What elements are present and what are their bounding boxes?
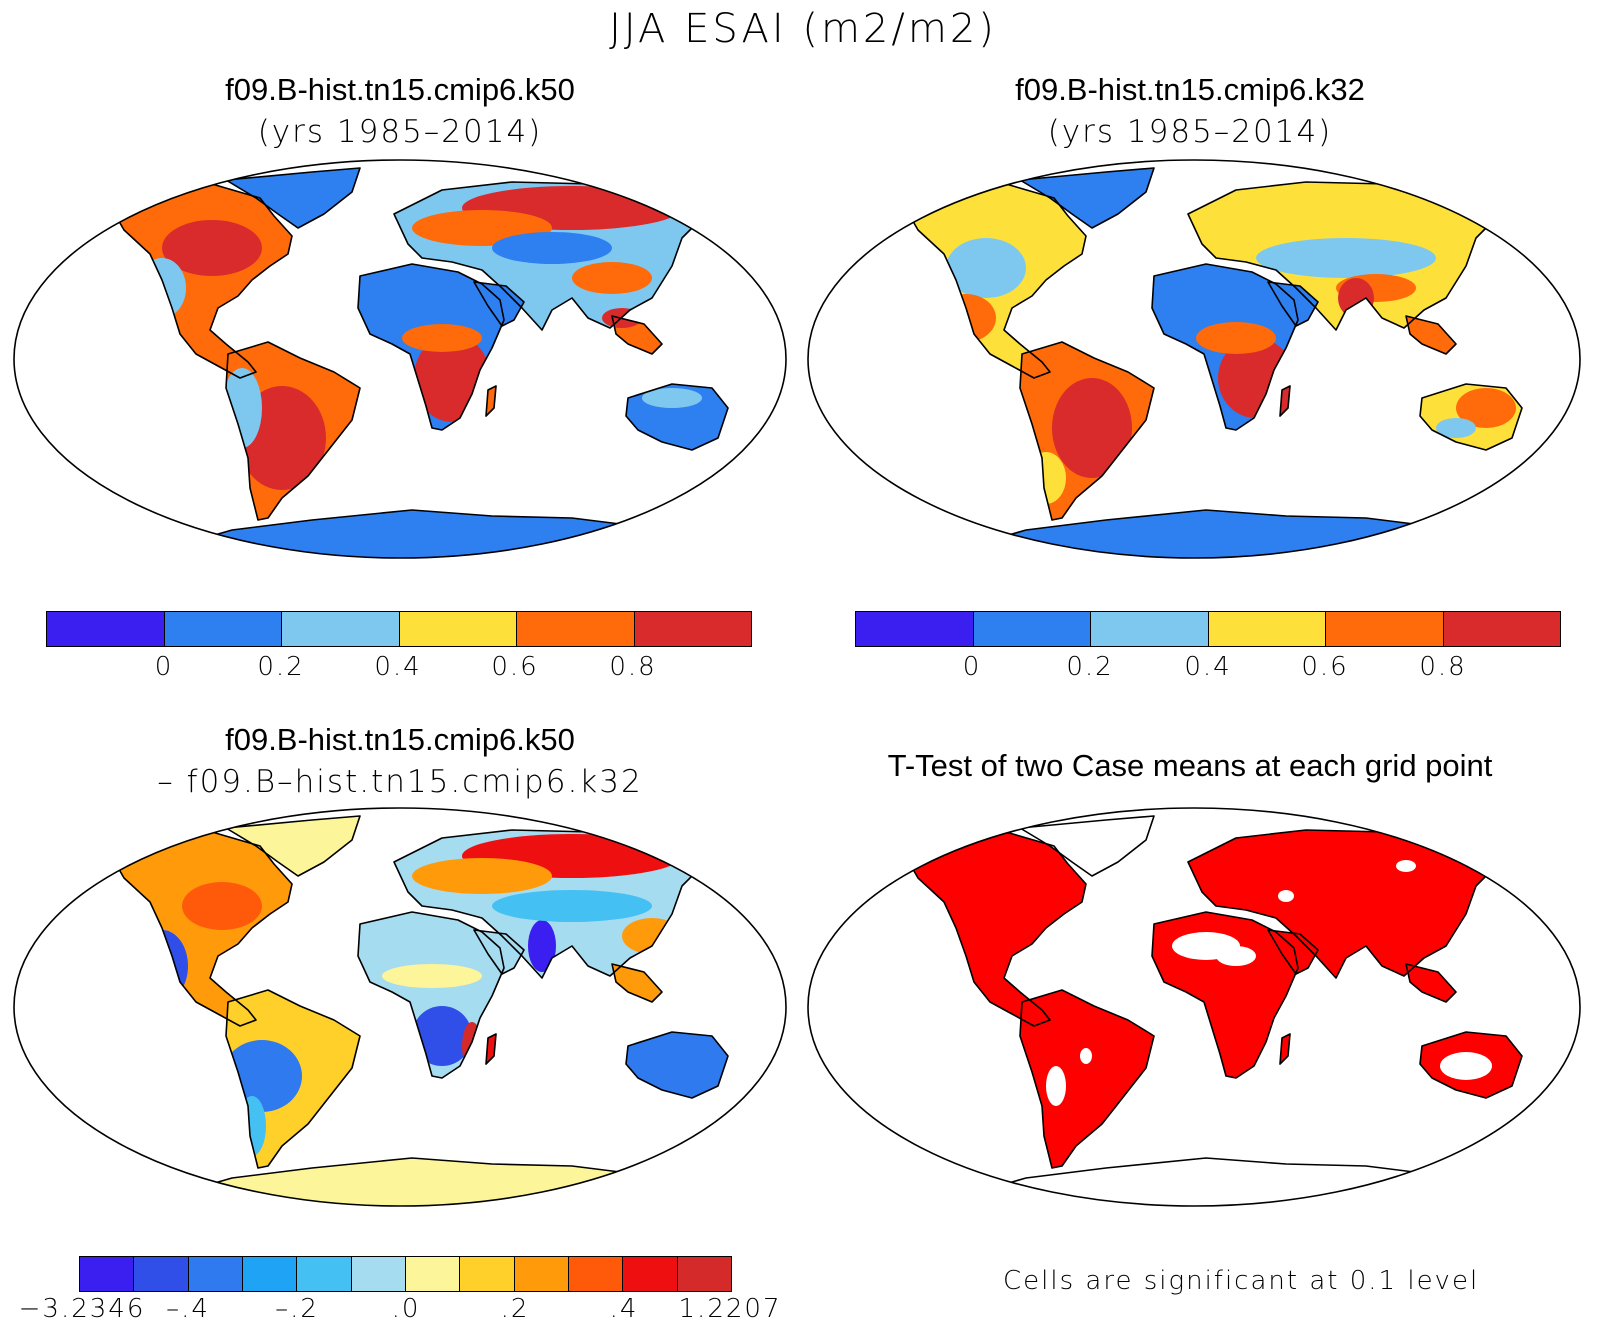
land-seAsia xyxy=(612,964,662,1002)
map-frame xyxy=(807,807,1581,1207)
land-antarctica xyxy=(142,510,702,558)
map-panel-2 xyxy=(807,159,1581,559)
colorbar-segment xyxy=(856,612,974,646)
colorbar-segment xyxy=(1443,612,1560,646)
panel-1-subtitle: (yrs 1985–2014) xyxy=(257,114,543,150)
land-antarctica xyxy=(936,510,1496,558)
map-frame xyxy=(13,807,787,1207)
land-australia xyxy=(626,1032,728,1098)
figure-title: JJA ESAI (m2/m2) xyxy=(609,6,997,52)
colorbar-segment xyxy=(399,612,517,646)
colorbar-segment xyxy=(1091,612,1209,646)
land-greenland xyxy=(226,168,360,228)
colorbar-3-tick: −3.2346 xyxy=(18,1294,146,1324)
panel-3-subtitle: – f09.B–hist.tn15.cmip6.k32 xyxy=(157,764,643,800)
colorbar-panel-1 xyxy=(46,611,752,647)
colorbar-segment xyxy=(282,612,400,646)
colorbar-1-tick: 0 xyxy=(154,652,174,682)
colorbar-3-tick: –.2 xyxy=(275,1294,319,1324)
land-northAmerica xyxy=(902,832,1086,1026)
panel-2-subtitle: (yrs 1985–2014) xyxy=(1047,114,1333,150)
land-arabia xyxy=(1268,282,1318,326)
land-northAmerica xyxy=(108,832,292,1026)
land-seAsia xyxy=(1406,964,1456,1002)
colorbar-segment xyxy=(677,1257,731,1291)
significance-note: Cells are significant at 0.1 level xyxy=(1003,1266,1480,1296)
map-panel-4 xyxy=(807,807,1581,1207)
colorbar-segment xyxy=(634,612,751,646)
colorbar-segment xyxy=(164,612,282,646)
colorbar-3-tick: .0 xyxy=(391,1294,421,1324)
land-arabia xyxy=(474,282,524,326)
colorbar-1-tick: 0.2 xyxy=(257,652,305,682)
map-frame xyxy=(807,159,1581,559)
colorbar-segment xyxy=(568,1257,624,1291)
colorbar-segment xyxy=(405,1257,461,1291)
panel-3-title: f09.B-hist.tn15.cmip6.k50 xyxy=(225,722,575,757)
colorbar-segment xyxy=(1326,612,1444,646)
panel-4-title: T-Test of two Case means at each grid po… xyxy=(887,748,1493,783)
colorbar-segment xyxy=(297,1257,352,1291)
colorbar-2-tick: 0.4 xyxy=(1184,652,1232,682)
colorbar-2-tick: 0 xyxy=(962,652,982,682)
land-southAmerica xyxy=(1020,990,1154,1168)
colorbar-1-tick: 0.6 xyxy=(491,652,539,682)
colorbar-segment xyxy=(47,612,165,646)
colorbar-2-tick: 0.6 xyxy=(1301,652,1349,682)
colorbar-3-tick: 1.2207 xyxy=(678,1294,782,1324)
colorbar-segment xyxy=(242,1257,298,1291)
colorbar-segment xyxy=(80,1257,135,1291)
land-greenland xyxy=(1020,816,1154,876)
colorbar-segment xyxy=(1208,612,1326,646)
colorbar-2-tick: 0.8 xyxy=(1419,652,1467,682)
land-greenland xyxy=(226,816,360,876)
land-antarctica xyxy=(936,1158,1496,1206)
land-antarctica xyxy=(142,1158,702,1206)
colorbar-segment xyxy=(188,1257,243,1291)
panel-1-title: f09.B-hist.tn15.cmip6.k50 xyxy=(225,72,575,107)
map-panel-1 xyxy=(13,159,787,559)
colorbar-1-tick: 0.8 xyxy=(609,652,657,682)
panel-2-title: f09.B-hist.tn15.cmip6.k32 xyxy=(1015,72,1365,107)
colorbar-segment xyxy=(623,1257,678,1291)
colorbar-segment xyxy=(134,1257,189,1291)
colorbar-panel-3 xyxy=(79,1256,732,1292)
colorbar-segment xyxy=(517,612,635,646)
colorbar-segment xyxy=(973,612,1091,646)
colorbar-2-tick: 0.2 xyxy=(1066,652,1114,682)
colorbar-1-tick: 0.4 xyxy=(374,652,422,682)
land-seAsia xyxy=(1406,316,1456,354)
colorbar-3-tick: –.4 xyxy=(166,1294,210,1324)
map-panel-3 xyxy=(13,807,787,1207)
colorbar-3-tick: .4 xyxy=(609,1294,639,1324)
land-arabia xyxy=(474,930,524,974)
land-arabia xyxy=(1268,930,1318,974)
colorbar-segment xyxy=(351,1257,406,1291)
colorbar-panel-2 xyxy=(855,611,1561,647)
map-frame xyxy=(13,159,787,559)
land-eurasia xyxy=(1188,830,1506,978)
colorbar-3-tick: .2 xyxy=(500,1294,530,1324)
colorbar-segment xyxy=(514,1257,569,1291)
colorbar-segment xyxy=(460,1257,515,1291)
land-greenland xyxy=(1020,168,1154,228)
